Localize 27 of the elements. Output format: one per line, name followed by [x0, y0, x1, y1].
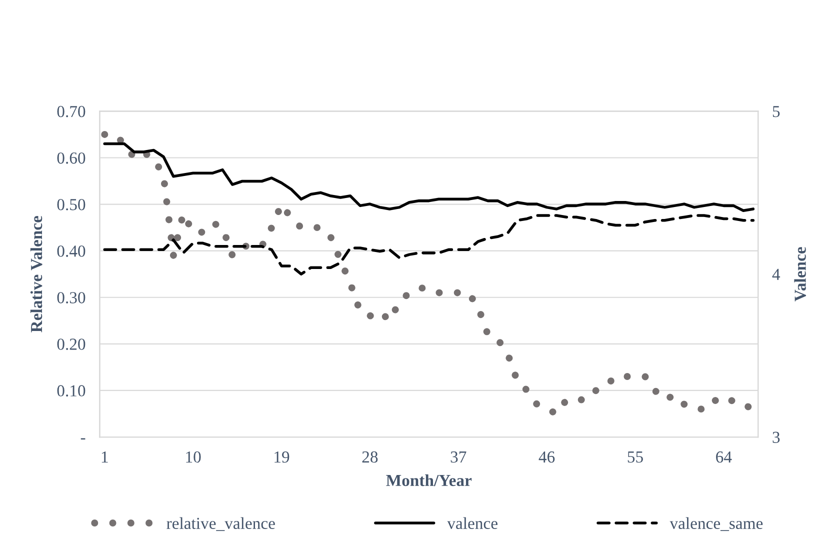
x-tick-label: 1 [102, 451, 108, 462]
x-tick-label: 19 [274, 451, 290, 463]
line-series [103, 214, 755, 276]
x-tick-label: 55 [628, 452, 643, 463]
x-tick-label: 46 [538, 451, 555, 463]
x-tick-label: 37 [450, 451, 466, 463]
x-tick-label: 28 [362, 451, 378, 463]
y-tick-label: 0.70 [57, 106, 86, 118]
y2-tick-label: 4 [772, 268, 780, 280]
y-tick-label: 0.40 [57, 246, 86, 257]
y-tick-label: - [80, 438, 86, 440]
x-axis-title: Month/Year [386, 474, 472, 486]
y-axis-title: Relative Valence [30, 216, 42, 332]
x-tick-label: 10 [186, 451, 201, 463]
legend-label: relative_valence [166, 517, 275, 531]
legend-label: valence_same [670, 517, 763, 531]
y-tick-label: 0.60 [57, 152, 86, 164]
y2-axis-title: Valence [794, 247, 806, 302]
y2-tick-label: 3 [772, 432, 780, 443]
line-series [103, 142, 755, 212]
y-tick-label: 0.50 [57, 198, 86, 210]
y-tick-label: 0.20 [57, 338, 86, 350]
y-tick-label: 0.10 [57, 385, 86, 396]
y2-tick-label: 5 [772, 106, 780, 118]
x-tick-label: 64 [716, 451, 732, 463]
y-tick-label: 0.30 [57, 292, 86, 304]
legend-label: valence [447, 517, 498, 530]
